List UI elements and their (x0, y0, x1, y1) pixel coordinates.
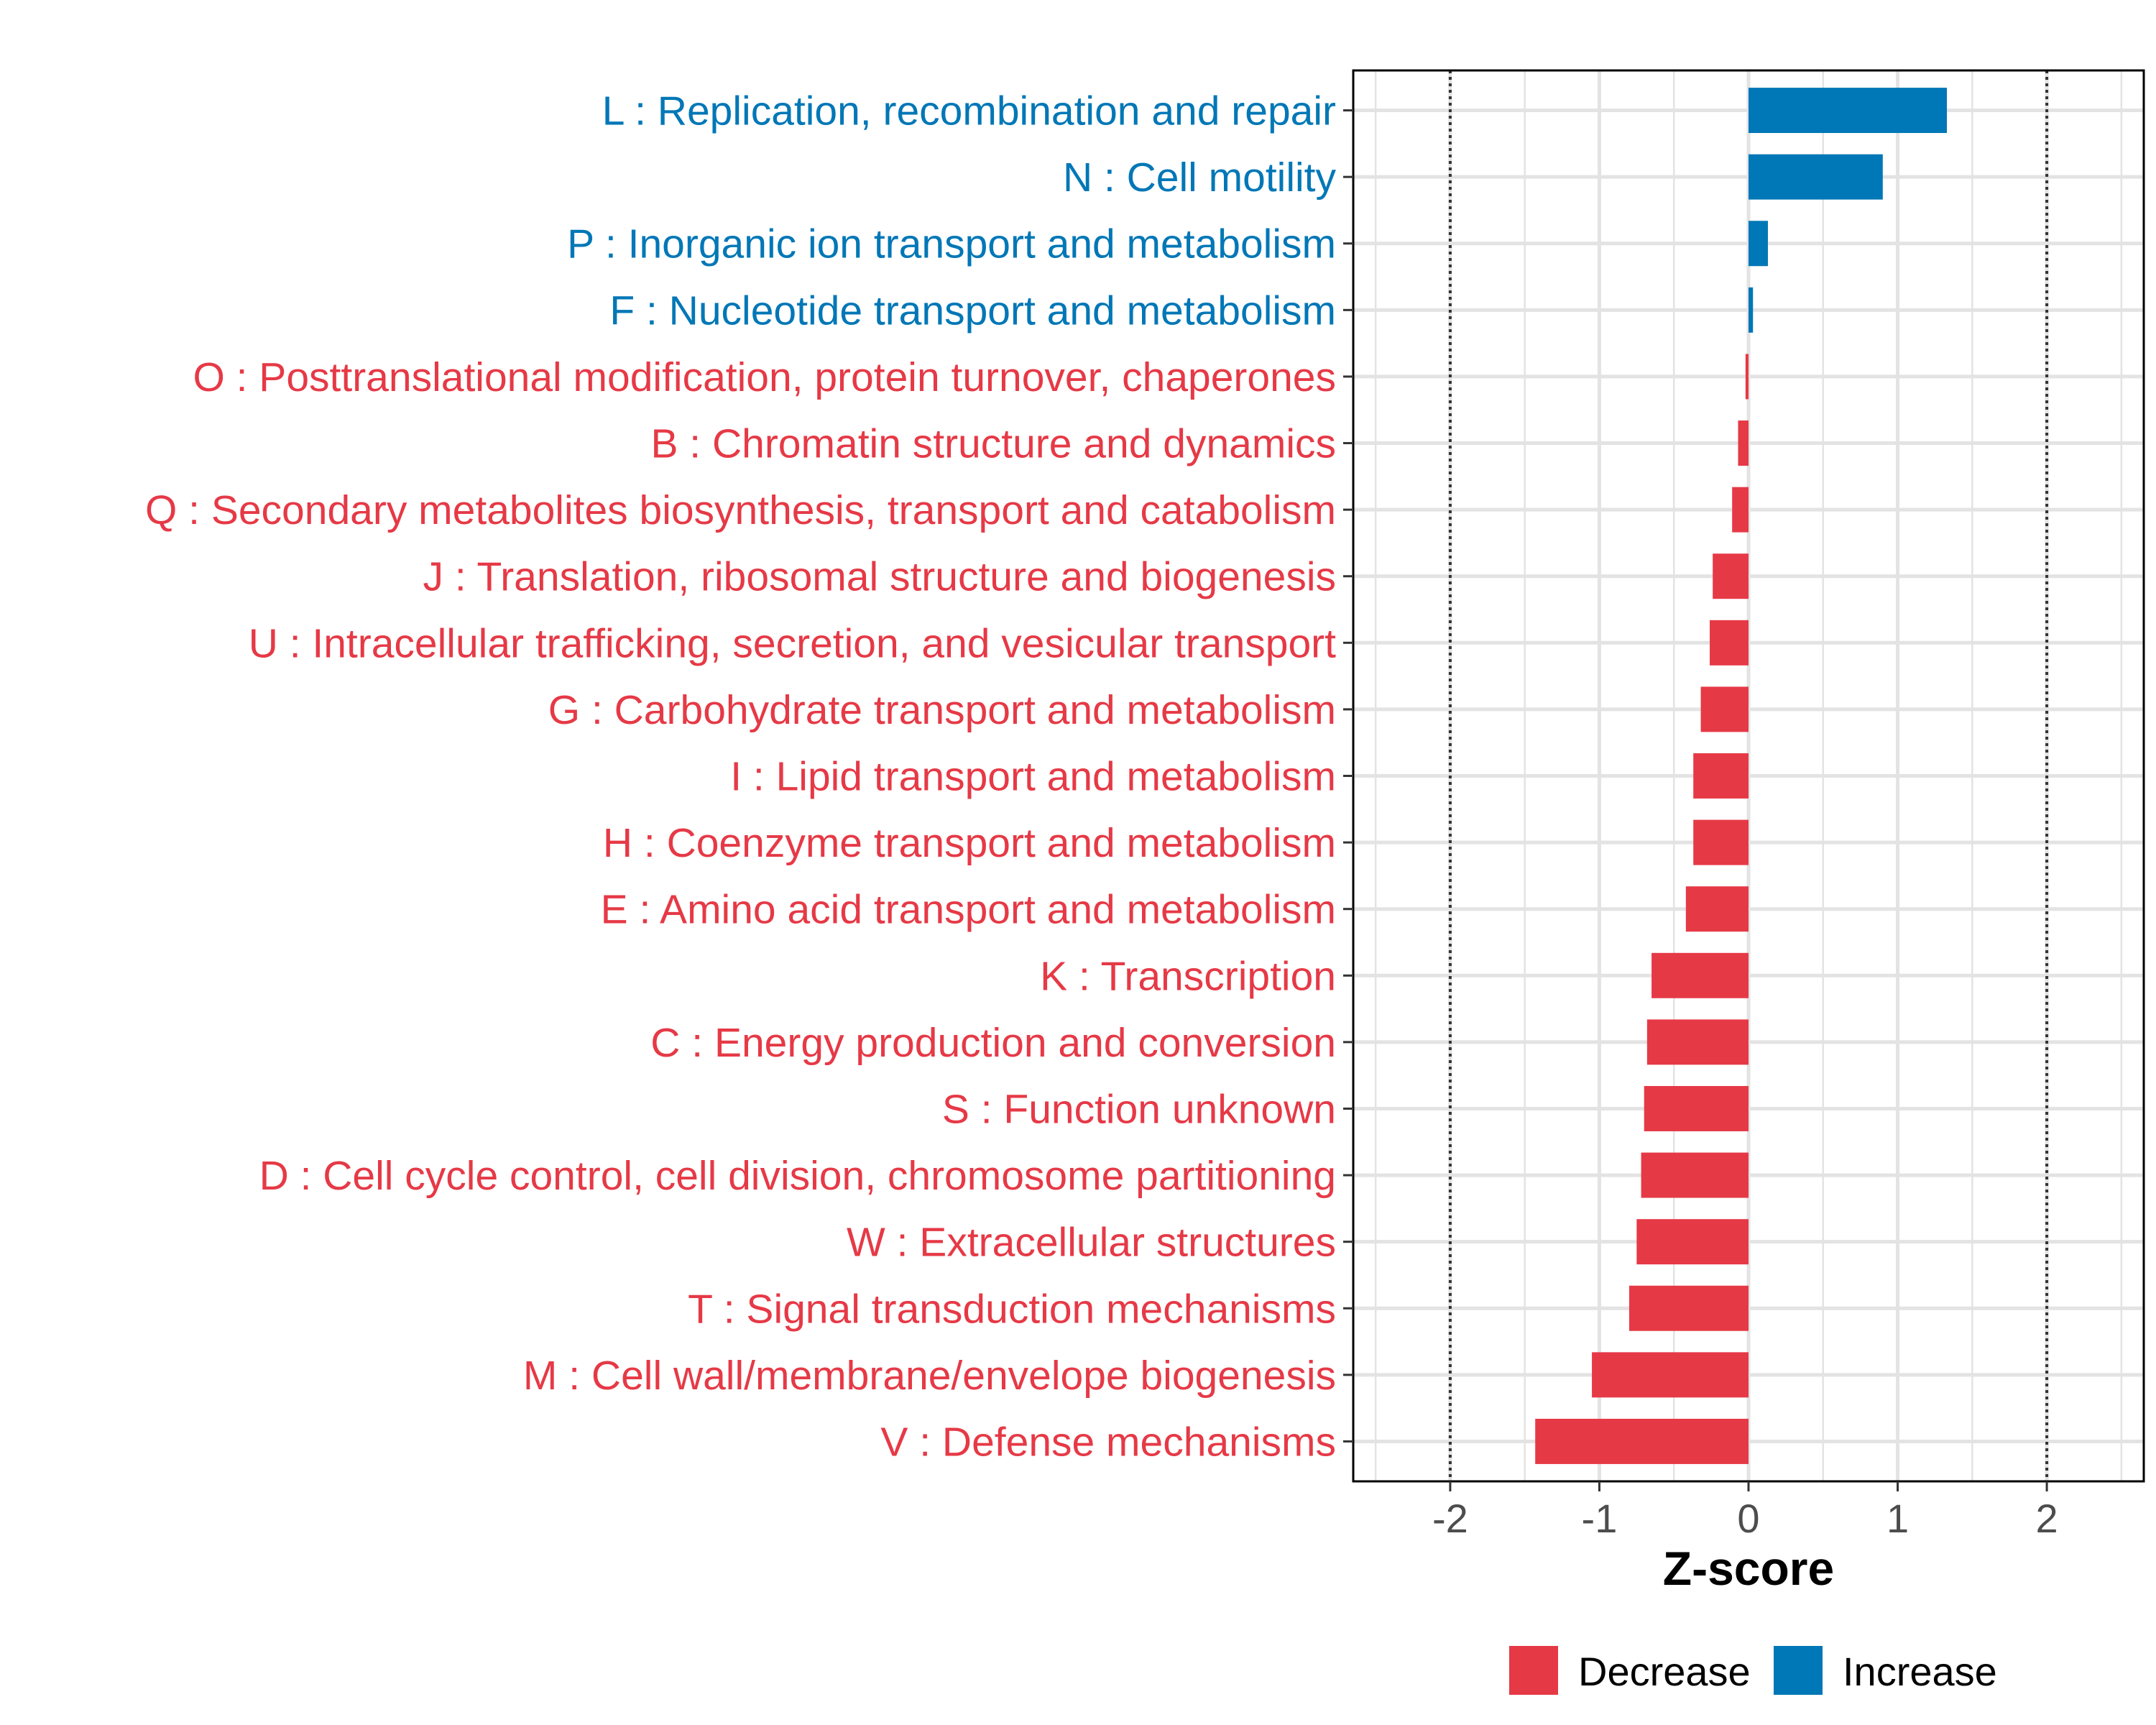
bar (1693, 819, 1749, 865)
bars (1535, 88, 1948, 1464)
category-label: V : Defense mechanisms (880, 1419, 1336, 1465)
x-tick-label: 2 (2036, 1496, 2058, 1541)
category-label: P : Inorganic ion transport and metaboli… (567, 221, 1336, 267)
bar (1646, 1019, 1749, 1065)
category-label: J : Translation, ribosomal structure and… (423, 554, 1336, 600)
category-label: F : Nucleotide transport and metabolism (609, 288, 1336, 334)
category-label: B : Chromatin structure and dynamics (650, 421, 1336, 467)
x-tick-label: -1 (1582, 1496, 1618, 1541)
bar (1641, 1152, 1749, 1198)
category-label: G : Carbohydrate transport and metabolis… (548, 687, 1336, 733)
category-label: H : Coenzyme transport and metabolism (603, 820, 1336, 866)
bar (1738, 420, 1749, 466)
bar (1693, 753, 1749, 799)
bar (1535, 1418, 1749, 1464)
category-labels: L : Replication, recombination and repai… (145, 88, 1337, 1466)
bar (1628, 1285, 1749, 1331)
bar (1745, 354, 1749, 400)
reference-lines (1448, 70, 2049, 1481)
category-label: I : Lipid transport and metabolism (730, 754, 1336, 800)
category-label: N : Cell motility (1063, 155, 1337, 201)
legend-swatch (1509, 1646, 1558, 1695)
x-tick-label: -2 (1432, 1496, 1468, 1541)
bar (1592, 1352, 1749, 1398)
x-tick-labels: -2 -1 0 1 2 (1432, 1496, 2058, 1541)
category-label: S : Function unknown (942, 1086, 1336, 1132)
bar (1749, 88, 1948, 134)
category-label: M : Cell wall/membrane/envelope biogenes… (523, 1353, 1336, 1399)
bar (1636, 1219, 1749, 1265)
bar (1710, 620, 1749, 666)
category-label: O : Posttranslational modification, prot… (193, 354, 1336, 400)
bar (1644, 1085, 1749, 1131)
legend-label: Decrease (1578, 1649, 1751, 1694)
bar (1749, 221, 1768, 267)
bar (1732, 487, 1749, 533)
bar (1713, 553, 1749, 599)
category-label: D : Cell cycle control, cell division, c… (259, 1153, 1336, 1199)
category-label: T : Signal transduction mechanisms (688, 1286, 1336, 1332)
x-axis-title: Z-score (1663, 1542, 1834, 1595)
category-label: C : Energy production and conversion (650, 1020, 1336, 1066)
x-tick-label: 1 (1886, 1496, 1909, 1541)
bar (1685, 886, 1749, 932)
legend: Decrease Increase (1509, 1646, 1997, 1695)
category-label: L : Replication, recombination and repai… (602, 88, 1336, 134)
bar (1749, 287, 1754, 333)
category-label: Q : Secondary metabolites biosynthesis, … (145, 487, 1336, 533)
x-axis-ticks (1449, 1481, 2048, 1491)
bar (1749, 154, 1883, 200)
category-label: U : Intracellular trafficking, secretion… (249, 620, 1336, 666)
legend-label: Increase (1843, 1649, 1997, 1694)
y-axis-ticks (1343, 109, 1353, 1443)
category-label: K : Transcription (1040, 953, 1336, 999)
category-label: W : Extracellular structures (847, 1220, 1336, 1266)
bar (1651, 952, 1749, 998)
legend-swatch (1774, 1646, 1823, 1695)
bar (1700, 686, 1749, 732)
x-tick-label: 0 (1737, 1496, 1759, 1541)
category-label: E : Amino acid transport and metabolism (601, 887, 1336, 933)
